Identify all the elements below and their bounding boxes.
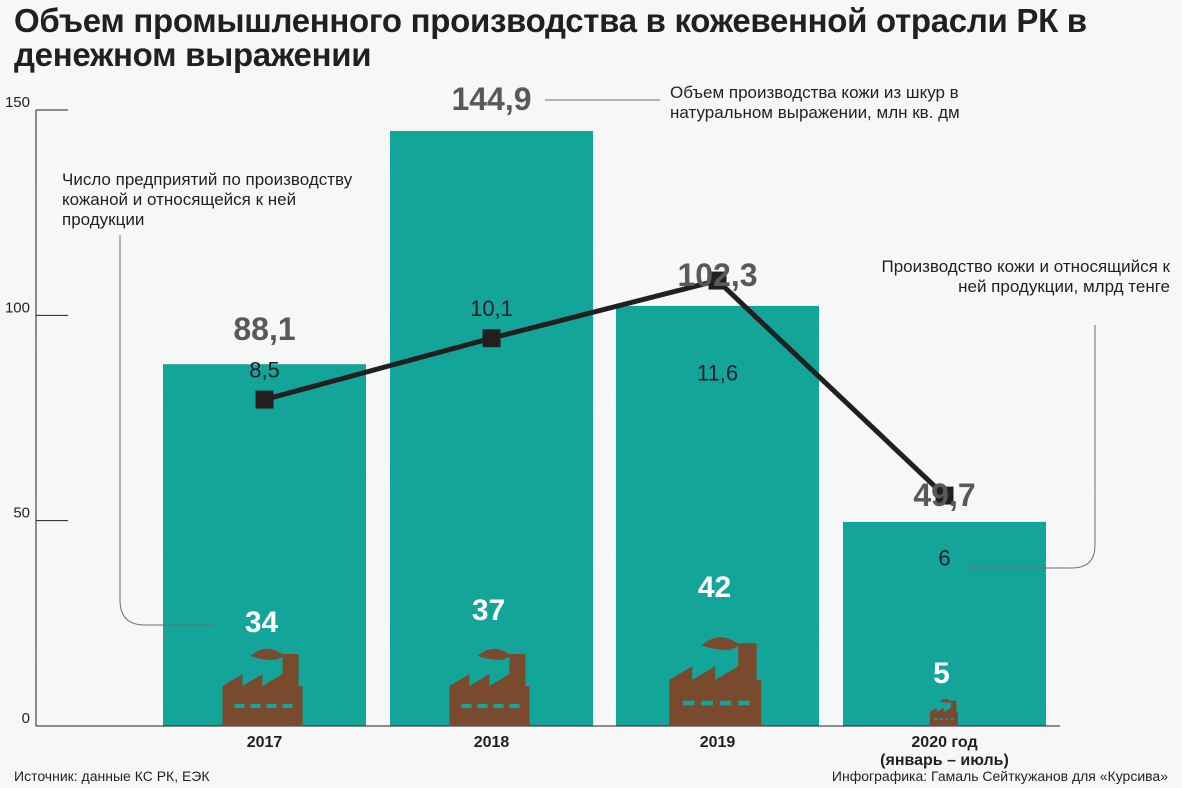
- enterprises-note: Число предприятий по производству кожано…: [62, 170, 353, 229]
- leader-lines: [119, 99, 1096, 626]
- watermark-text: КУРСИВ: [1076, 603, 1182, 672]
- labels: 88,1 144,9 102,3 49,7 8,5 10,1 11,6 6 34 37 42 5 201…: [233, 81, 1008, 769]
- smoke-shape: [250, 648, 283, 660]
- line-point: [255, 390, 274, 409]
- factory-window: [493, 704, 504, 708]
- enterprise-count-label: 34: [245, 606, 279, 639]
- smoke-shape: [477, 648, 510, 660]
- factory-window: [250, 704, 261, 708]
- x-category-label: (январь – июль): [880, 752, 1009, 769]
- factory-window: [701, 700, 713, 706]
- factory-icon: [669, 637, 762, 726]
- watermark-text: КУРСИВ: [26, 603, 145, 672]
- factory-window: [939, 718, 944, 720]
- line-value-label: 11,6: [697, 361, 738, 386]
- x-category-label: 2017: [247, 734, 283, 751]
- bar: [843, 521, 1046, 726]
- watermark-text: КУРСИВ: [776, 135, 895, 204]
- smoke-shape: [939, 698, 951, 703]
- watermark-text: КУРСИВ: [926, 291, 1045, 360]
- source-note: Источник: данные КС РК, ЕЭК: [14, 768, 210, 784]
- watermark-text: КУРСИВ: [0, 525, 71, 594]
- bar-value-label: 102,3: [677, 257, 757, 293]
- smoke-shape: [701, 637, 739, 651]
- factory-icon: [929, 698, 958, 726]
- enterprise-count-label: 37: [472, 594, 505, 627]
- bar: [163, 364, 366, 726]
- watermark-text: КУРСИВ: [1151, 525, 1182, 594]
- line-value-label: 6: [938, 546, 950, 571]
- factory-window: [509, 704, 520, 708]
- credit-note: Инфографика: Гамаль Сейткужанов для «Кур…: [831, 768, 1168, 784]
- factory-window: [266, 704, 277, 708]
- watermark-text: КУРСИВ: [1151, 369, 1182, 438]
- watermark-text: КУРСИВ: [1076, 135, 1182, 204]
- chart-title: Объем промышленного производства в кожев…: [14, 2, 1087, 73]
- watermark-text: КУРСИВ: [626, 135, 745, 204]
- bar-value-label: 49,7: [913, 477, 975, 513]
- watermark-text: КУРСИВ: [1076, 447, 1182, 516]
- factory-window: [934, 718, 938, 720]
- watermark-text: КУРСИВ: [26, 447, 145, 516]
- factory-icon: [222, 648, 303, 726]
- factory-window: [477, 704, 488, 708]
- bar: [390, 130, 593, 727]
- x-category-label: 2019: [700, 734, 736, 751]
- line-point: [708, 271, 727, 290]
- bar-value-label: 144,9: [451, 81, 531, 117]
- y-tick-label: 150: [5, 94, 30, 111]
- line-value-label: 10,1: [470, 296, 513, 321]
- y-tick-label: 50: [13, 505, 30, 522]
- factory-shape: [669, 643, 762, 726]
- factory-window: [461, 704, 472, 708]
- factory-icon: [449, 648, 530, 726]
- factory-window: [683, 700, 695, 706]
- factory-window: [282, 704, 293, 708]
- watermark-text: КУРСИВ: [1001, 369, 1120, 438]
- bars: [36, 130, 1060, 727]
- factory-window: [738, 700, 750, 706]
- watermark-text: КУРСИВ: [0, 681, 71, 750]
- watermark-text: КУРСИВ: [26, 291, 145, 360]
- line-point: [482, 329, 501, 348]
- enterprise-count-label: 5: [933, 657, 950, 690]
- watermark-text: КУРСИВ: [0, 213, 71, 282]
- line-value-label: 8,5: [249, 358, 280, 383]
- money-note: Производство кожи и относящийся к ней пр…: [881, 257, 1170, 296]
- y-tick-label: 0: [22, 710, 30, 727]
- factory-window: [950, 718, 955, 720]
- factory-window: [234, 704, 245, 708]
- x-category-label: 2020 год: [911, 734, 977, 751]
- factory-shape: [929, 700, 958, 726]
- volume-line: [255, 271, 954, 505]
- x-category-label: 2018: [474, 734, 510, 751]
- watermark-text: КУРСИВ: [0, 369, 71, 438]
- money-leader: [965, 325, 1096, 569]
- enterprises-leader: [119, 235, 215, 626]
- volume-line-path: [263, 277, 947, 498]
- y-axis: 0 50 100 150: [5, 94, 68, 727]
- y-tick-label: 100: [5, 299, 30, 316]
- watermark-text: КУРСИВ: [1151, 681, 1182, 750]
- enterprise-count-label: 42: [698, 571, 731, 604]
- line-point: [935, 486, 954, 505]
- factory-window: [719, 700, 732, 706]
- watermark-text: КУРСИВ: [926, 135, 1045, 204]
- factory-window: [945, 718, 949, 720]
- leather-volume-note: Объем производства кожи из шкур в натура…: [670, 83, 960, 122]
- watermark-text: КУРСИВ: [1076, 291, 1182, 360]
- bar: [616, 305, 819, 726]
- bar-value-label: 88,1: [233, 311, 295, 347]
